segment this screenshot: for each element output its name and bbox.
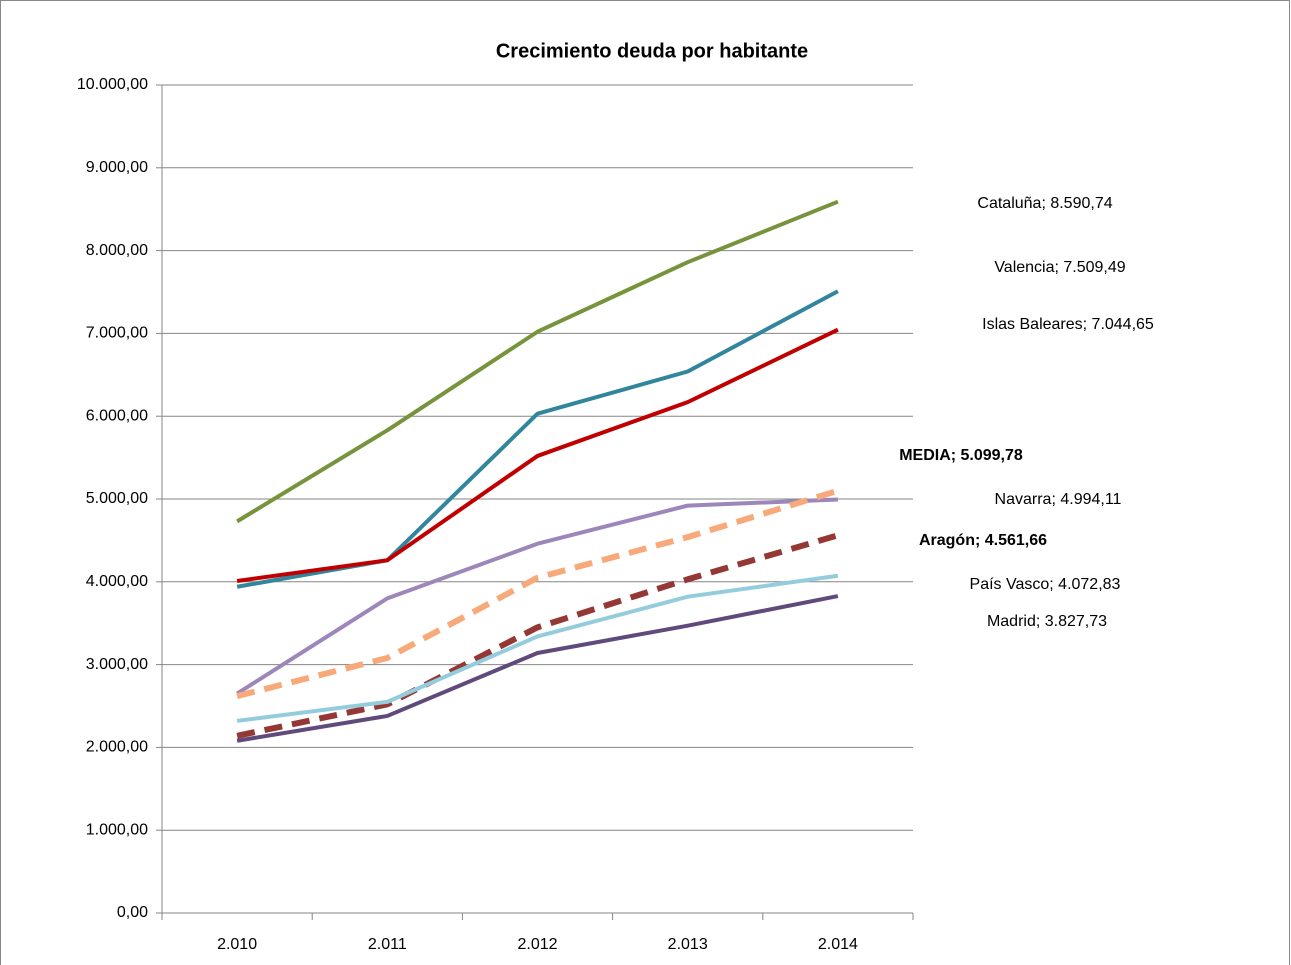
x-tick-label: 2.013 bbox=[668, 936, 708, 953]
y-tick-label: 8.000,00 bbox=[86, 242, 148, 259]
y-tick-label: 1.000,00 bbox=[86, 821, 148, 838]
data-label: Valencia; 7.509,49 bbox=[994, 259, 1125, 276]
series-line bbox=[236, 532, 839, 739]
y-tick-label: 4.000,00 bbox=[86, 573, 148, 590]
series-line bbox=[236, 487, 839, 699]
y-tick-label: 7.000,00 bbox=[86, 325, 148, 342]
y-tick-label: 10.000,00 bbox=[77, 76, 148, 93]
series-line bbox=[236, 199, 839, 524]
y-tick-label: 0,00 bbox=[117, 904, 148, 921]
x-tick-label: 2.010 bbox=[217, 936, 257, 953]
data-label: Aragón; 4.561,66 bbox=[919, 532, 1047, 549]
y-tick-label: 2.000,00 bbox=[86, 739, 148, 756]
data-label: Islas Baleares; 7.044,65 bbox=[982, 316, 1154, 333]
y-tick-label: 3.000,00 bbox=[86, 656, 148, 673]
x-tick-label: 2.012 bbox=[517, 936, 557, 953]
data-label: Cataluña; 8.590,74 bbox=[977, 195, 1112, 212]
data-label: Navarra; 4.994,11 bbox=[995, 491, 1122, 508]
data-label: MEDIA; 5.099,78 bbox=[899, 447, 1023, 464]
series-line bbox=[236, 594, 839, 743]
y-tick-label: 9.000,00 bbox=[86, 159, 148, 176]
series-line bbox=[236, 327, 839, 583]
series-line bbox=[236, 497, 838, 696]
chart-title: Crecimiento deuda por habitante bbox=[496, 40, 808, 62]
x-tick-label: 2.011 bbox=[368, 936, 407, 953]
series-line bbox=[236, 573, 839, 723]
data-label: Madrid; 3.827,73 bbox=[987, 613, 1107, 630]
y-tick-label: 5.000,00 bbox=[86, 490, 148, 507]
x-tick-label: 2.014 bbox=[818, 936, 858, 953]
data-label: País Vasco; 4.072,83 bbox=[970, 576, 1121, 593]
y-tick-label: 6.000,00 bbox=[86, 407, 148, 424]
